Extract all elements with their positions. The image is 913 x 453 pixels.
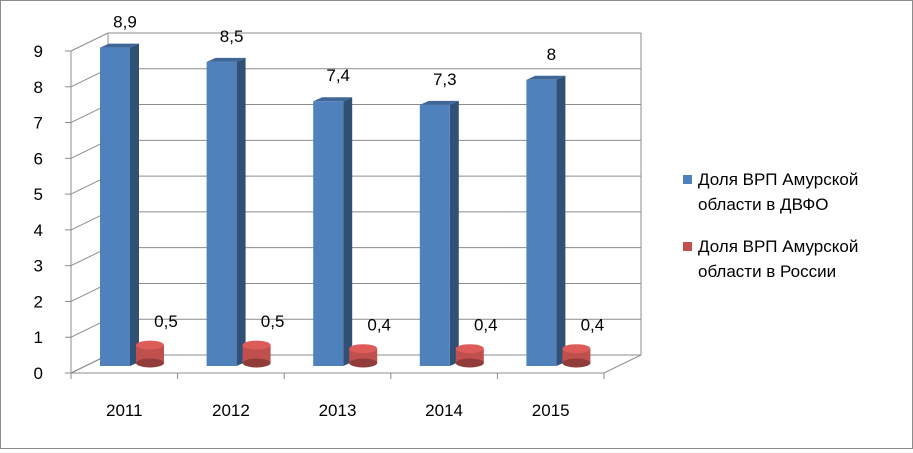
cylinder-body [242, 345, 271, 363]
data-label-russia: 0,5 [261, 312, 285, 331]
bar-front [206, 61, 237, 367]
y-tick-label: 1 [34, 328, 43, 347]
bar-dvfo-2014: 7,3 [419, 70, 459, 367]
legend-label-russia: Доля ВРП Амурской области в России [698, 237, 859, 281]
cylinder-bottom [136, 358, 164, 368]
bar-dvfo-2012: 8,5 [206, 27, 246, 367]
cylinder-top [562, 344, 591, 354]
bar-russia-2013: 0,4 [349, 316, 391, 368]
legend: Доля ВРП Амурской области в ДВФО Доля ВР… [683, 167, 908, 301]
y-tick-label: 2 [34, 292, 43, 311]
x-tick-label: 2013 [319, 401, 357, 420]
legend-label-dvfo: Доля ВРП Амурской области в ДВФО [698, 170, 859, 214]
y-tick-label: 7 [34, 114, 43, 133]
bar-top [206, 57, 246, 62]
y-tick-label: 3 [34, 257, 43, 276]
cylinder-top [455, 344, 484, 354]
bar-side [343, 97, 353, 366]
bar-russia-2012: 0,5 [242, 312, 285, 368]
legend-swatch-russia [683, 242, 692, 251]
bar-side [449, 100, 459, 367]
data-label-dvfo: 7,3 [433, 70, 457, 89]
bar-top [100, 43, 139, 48]
data-label-russia: 0,4 [367, 316, 391, 335]
cylinder-top [136, 340, 164, 350]
floor [70, 354, 642, 374]
bar-dvfo-2011: 8,9 [100, 13, 139, 366]
bar-russia-2014: 0,4 [455, 316, 498, 368]
data-label-dvfo: 8,5 [220, 27, 244, 46]
y-tick-label: 5 [34, 185, 43, 204]
cylinder-bottom [455, 358, 484, 368]
cylinder-top [242, 340, 271, 350]
data-label-russia: 0,4 [581, 316, 605, 335]
data-label-russia: 0,4 [474, 316, 498, 335]
bar-front [419, 104, 450, 367]
data-label-dvfo: 8 [547, 45, 556, 64]
y-tick-label: 9 [34, 42, 43, 61]
cylinder-bottom [562, 358, 591, 368]
x-tick-label: 2012 [212, 401, 250, 420]
data-label-dvfo: 8,9 [113, 13, 137, 32]
bar-top [526, 75, 566, 80]
bar-side [556, 75, 566, 367]
cylinder-top [349, 344, 378, 354]
bar-dvfo-2013: 7,4 [313, 66, 353, 366]
bar-dvfo-2015: 8 [526, 45, 566, 367]
x-tick-label: 2015 [532, 401, 570, 420]
bar-front [100, 47, 130, 366]
legend-item-russia: Доля ВРП Амурской области в России [683, 234, 908, 284]
bar-side [130, 43, 139, 366]
bar-russia-2011: 0,5 [136, 312, 178, 368]
bar-front [313, 101, 344, 366]
x-tick-label: 2014 [425, 401, 463, 420]
bar-russia-2015: 0,4 [562, 316, 604, 368]
cylinder-bottom [349, 358, 378, 368]
cylinder-body [136, 345, 164, 363]
y-tick-label: 0 [34, 364, 43, 383]
data-label-russia: 0,5 [154, 312, 178, 331]
y-tick-label: 6 [34, 149, 43, 168]
bar-side [236, 57, 246, 367]
y-tick-label: 4 [34, 221, 43, 240]
gridline-side [70, 32, 109, 52]
x-tick-label: 2011 [106, 401, 143, 420]
bar-front [526, 79, 557, 367]
legend-swatch-dvfo [683, 175, 692, 184]
bar-top [313, 97, 353, 102]
bar-top [419, 100, 459, 105]
legend-item-dvfo: Доля ВРП Амурской области в ДВФО [683, 167, 908, 217]
y-tick-label: 8 [34, 78, 43, 97]
cylinder-bottom [242, 358, 271, 368]
data-label-dvfo: 7,4 [326, 66, 350, 85]
